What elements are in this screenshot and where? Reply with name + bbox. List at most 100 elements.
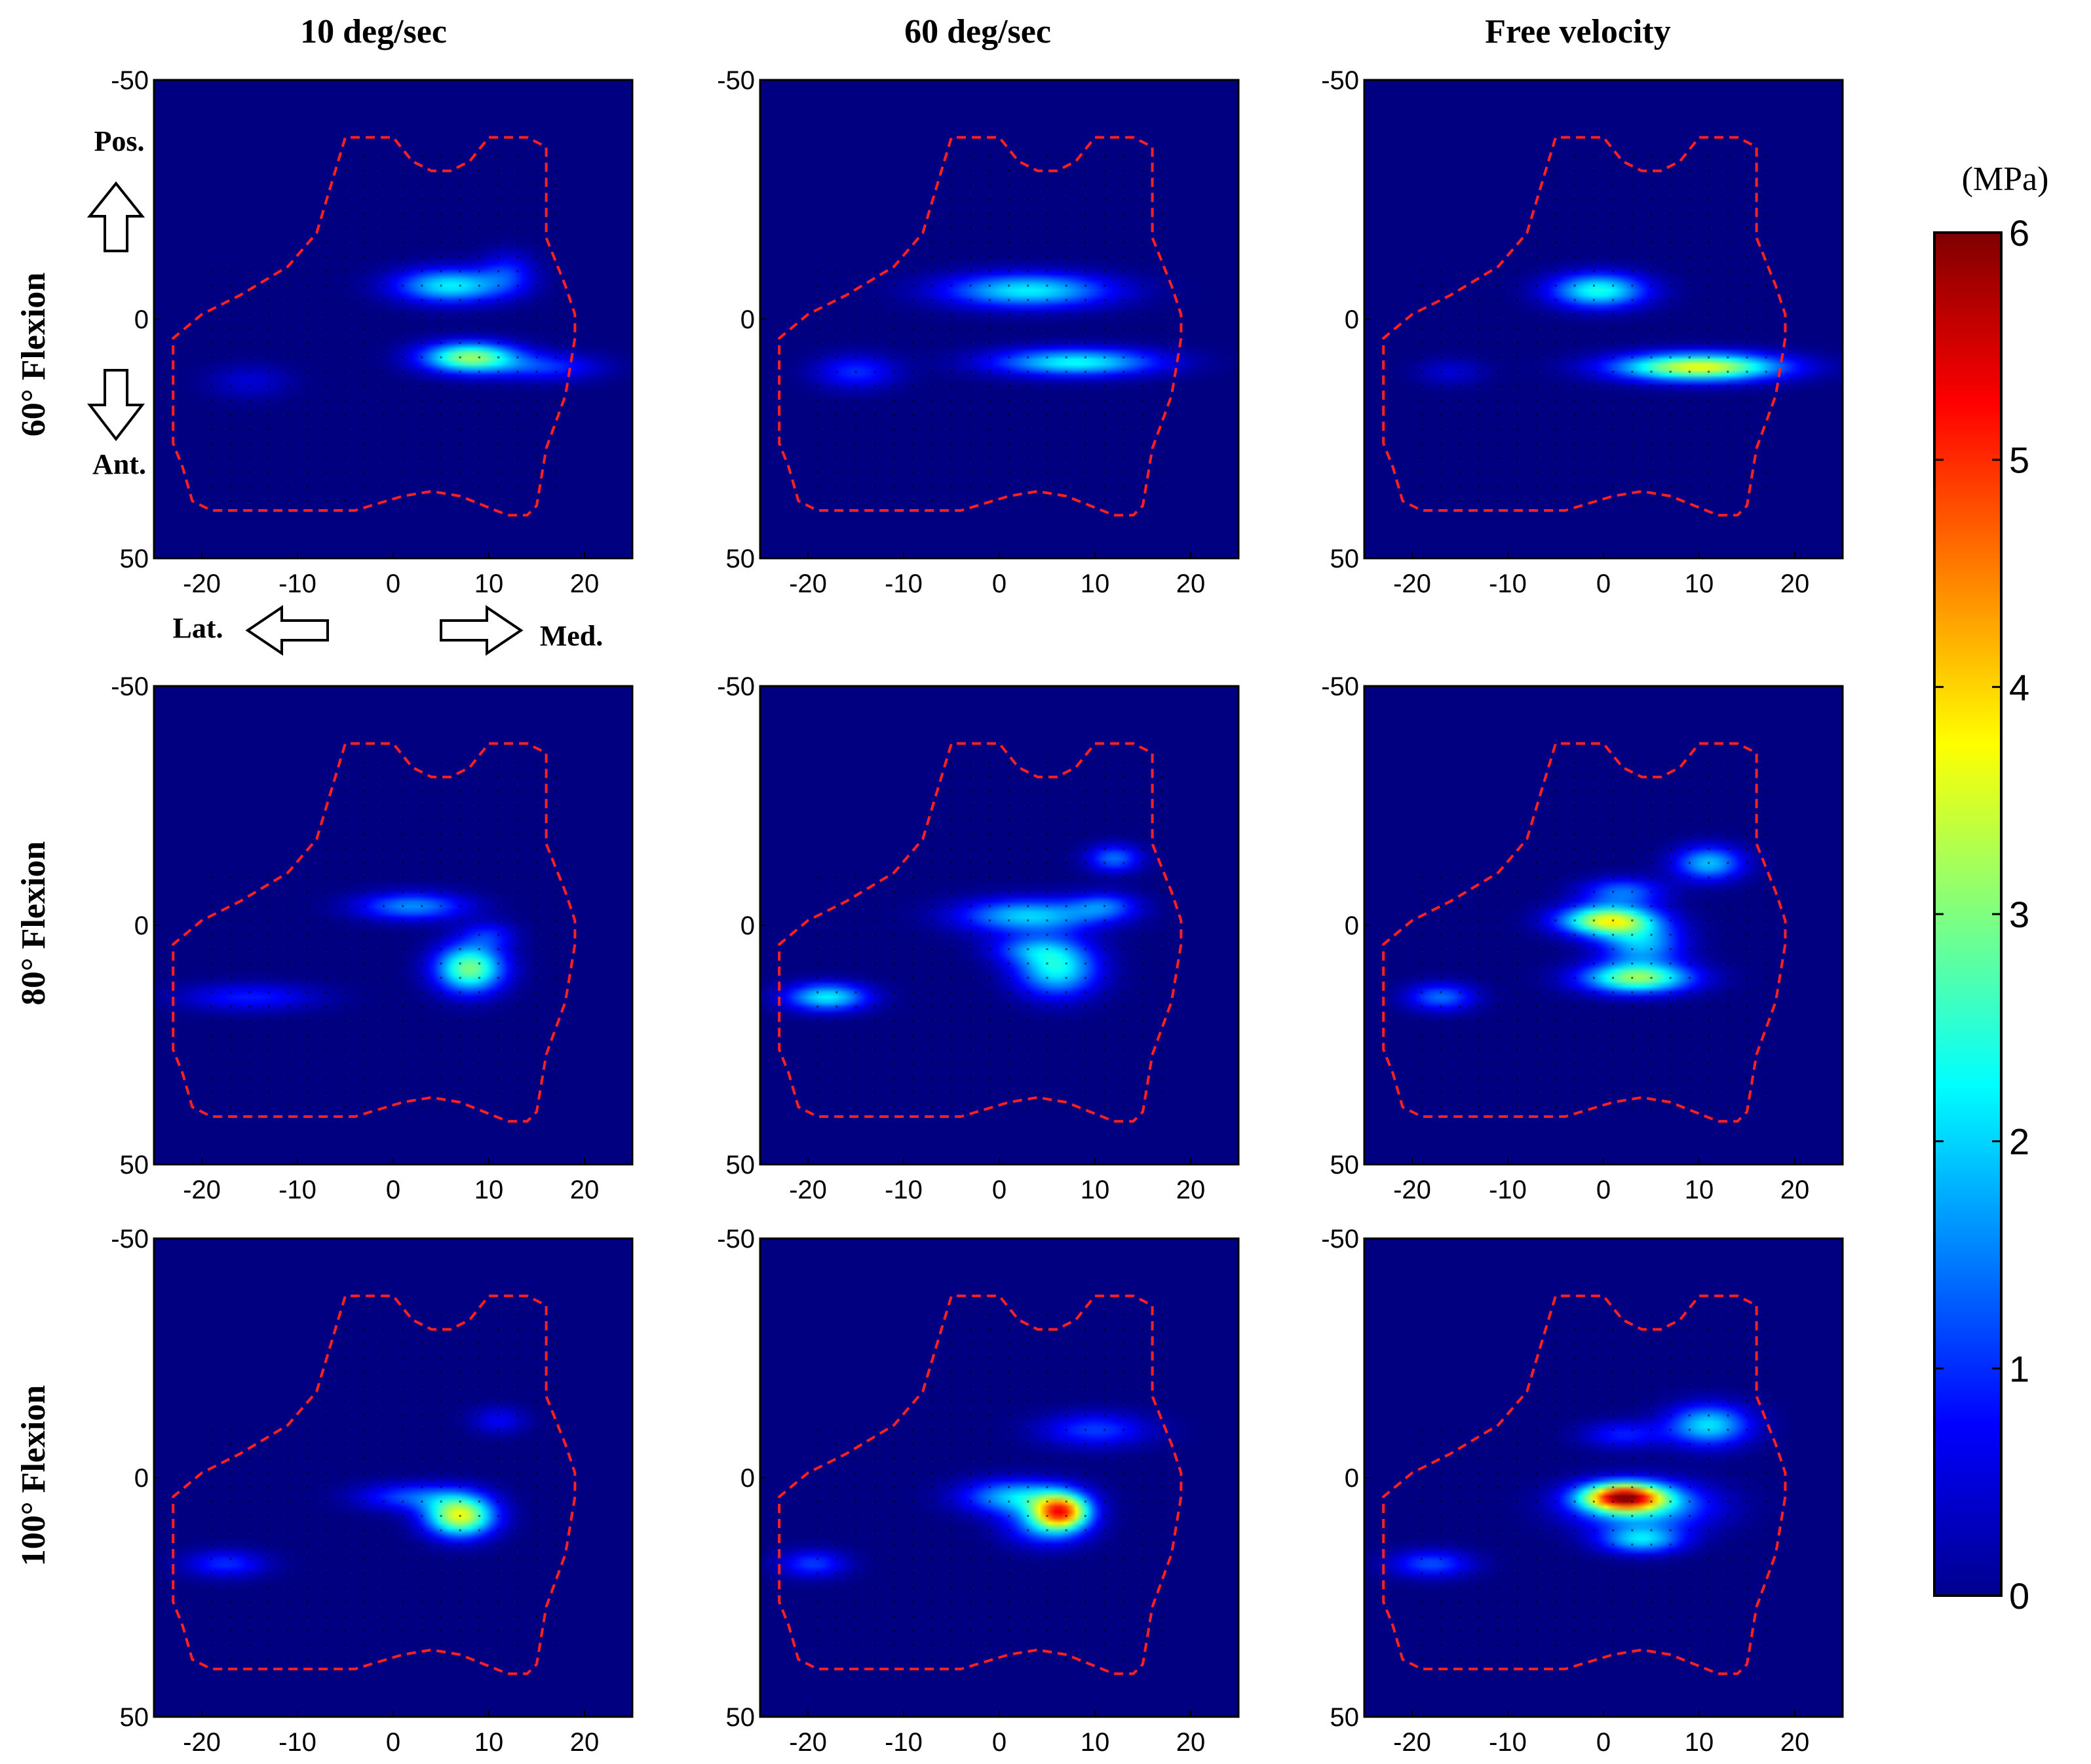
x-tick-label: -20: [789, 1176, 827, 1204]
x-tick-label: 20: [1780, 1728, 1810, 1757]
x-tick-label: 0: [386, 1176, 400, 1204]
pressure-heatmap: [760, 686, 1238, 1164]
x-tick-label: 0: [386, 1728, 400, 1757]
y-tick-label: -50: [717, 66, 755, 95]
y-tick-label: 50: [1330, 1703, 1360, 1732]
posterior-arrow-icon: [86, 181, 145, 252]
x-tick-label: 20: [570, 1728, 600, 1757]
pressure-heatmap: [760, 1238, 1238, 1717]
y-tick-label: -50: [1321, 66, 1359, 95]
anterior-arrow-icon: [86, 369, 145, 442]
x-tick-label: -20: [789, 569, 827, 598]
x-tick-label: 20: [1176, 1728, 1206, 1757]
sensor-mesh: [1421, 761, 1767, 1108]
panel-80-flexion-60-deg-sec: -50 0 50 -20 -10 0 10 20: [717, 672, 1240, 1204]
y-tick-label: -50: [111, 1225, 149, 1254]
panel-60-flexion-60-deg-sec: -50 0 50 -20 -10 0 10 20: [717, 66, 1240, 598]
pressure-heatmap: [1364, 686, 1843, 1164]
contact-outline: [778, 1294, 1183, 1676]
panel-80-flexion-10-deg-sec: -50 0 50 -20 -10 0 10 20: [111, 672, 634, 1204]
colorbar-gradient: [1933, 231, 2003, 1597]
x-tick-label: 20: [1176, 569, 1206, 598]
y-tick-label: 0: [1345, 1464, 1359, 1493]
y-tick-label: 50: [726, 1703, 756, 1732]
contact-outline: [1382, 742, 1787, 1123]
pressure-heatmap: [154, 686, 632, 1164]
sensor-mesh: [210, 155, 557, 502]
panel-80-flexion-free-velocity: -50 0 50 -20 -10 0 10 20: [1321, 672, 1844, 1204]
y-tick-label: -50: [111, 66, 149, 95]
x-tick-label: 0: [992, 1176, 1007, 1204]
anterior-label: Ant.: [92, 448, 146, 480]
colorbar: (MPa) 0 1 2 3 4 5 6: [1933, 161, 2048, 1617]
column-title-10-deg-sec: 10 deg/sec: [300, 13, 447, 50]
sensor-mesh: [816, 761, 1163, 1108]
column-title-free-velocity: Free velocity: [1485, 13, 1670, 50]
x-tick-label: -20: [183, 569, 221, 598]
x-tick-label: 0: [1596, 1176, 1611, 1204]
pressure-heatmap: [154, 1238, 632, 1717]
colorbar-tick-label: 6: [2009, 212, 2029, 254]
x-tick-label: 10: [474, 1176, 504, 1204]
pressure-heatmap: [1364, 80, 1843, 558]
pressure-heatmap: [760, 80, 1238, 558]
x-tick-label: -10: [278, 1176, 317, 1204]
x-tick-label: 0: [1596, 569, 1611, 598]
contact-outline: [172, 742, 577, 1123]
x-tick-label: 20: [1176, 1176, 1206, 1204]
pressure-heatmap: [1364, 1238, 1843, 1717]
lateral-arrow-icon: [245, 605, 329, 656]
x-tick-label: -20: [183, 1728, 221, 1757]
contact-outline: [172, 1294, 577, 1676]
x-tick-label: -10: [1489, 569, 1527, 598]
y-tick-label: 50: [726, 1151, 756, 1179]
y-tick-label: -50: [1321, 672, 1359, 701]
x-tick-label: 10: [474, 569, 504, 598]
x-tick-label: -10: [1489, 1176, 1527, 1204]
x-tick-label: 10: [1081, 569, 1110, 598]
x-tick-label: 10: [474, 1728, 504, 1757]
sensor-mesh: [1421, 155, 1767, 502]
sensor-mesh: [210, 761, 557, 1108]
row-title-100-flexion: 100° Flexion: [15, 1385, 52, 1567]
sensor-mesh: [1421, 1314, 1767, 1660]
y-tick-label: 0: [740, 305, 755, 334]
contact-outline: [778, 136, 1183, 517]
x-tick-label: -10: [885, 1728, 923, 1757]
colorbar-tick-label: 2: [2009, 1121, 2029, 1162]
x-tick-label: -10: [278, 1728, 317, 1757]
x-tick-label: 20: [1780, 569, 1810, 598]
y-tick-label: -50: [717, 1225, 755, 1254]
x-tick-label: -20: [183, 1176, 221, 1204]
colorbar-tick-label: 4: [2009, 666, 2029, 708]
y-tick-label: 50: [726, 545, 756, 573]
y-tick-label: 0: [1345, 305, 1359, 334]
medial-arrow-icon: [440, 605, 524, 656]
x-tick-label: 10: [1081, 1176, 1110, 1204]
x-tick-label: -20: [1393, 1728, 1431, 1757]
y-tick-label: 50: [120, 1703, 149, 1732]
y-tick-label: 50: [1330, 1151, 1360, 1179]
colorbar-tick-label: 3: [2009, 894, 2029, 935]
colorbar-ticks: 0 1 2 3 4 5 6: [1934, 212, 2029, 1617]
x-tick-label: -20: [1393, 569, 1431, 598]
x-tick-label: 10: [1685, 1176, 1714, 1204]
contact-outline: [1382, 136, 1787, 517]
x-tick-label: 0: [1596, 1728, 1611, 1757]
x-tick-label: 10: [1685, 569, 1714, 598]
x-tick-label: -10: [1489, 1728, 1527, 1757]
x-tick-label: -20: [789, 1728, 827, 1757]
y-tick-label: 0: [1345, 911, 1359, 940]
sensor-mesh: [816, 1314, 1163, 1660]
x-tick-label: 20: [1780, 1176, 1810, 1204]
contact-outline: [172, 136, 577, 517]
column-title-60-deg-sec: 60 deg/sec: [904, 13, 1051, 50]
panel-grid: -50 0 50 -20 -10 0 10 20 -50 0 50 -20 -10 0 10 20 -50 0 50…: [111, 66, 1844, 1757]
x-tick-label: 0: [992, 1728, 1007, 1757]
row-title-60-flexion: 60° Flexion: [15, 273, 52, 437]
y-tick-label: -50: [717, 672, 755, 701]
colorbar-tick-label: 5: [2009, 440, 2029, 481]
panel-100-flexion-60-deg-sec: -50 0 50 -20 -10 0 10 20: [717, 1225, 1240, 1757]
x-tick-label: -10: [885, 569, 923, 598]
